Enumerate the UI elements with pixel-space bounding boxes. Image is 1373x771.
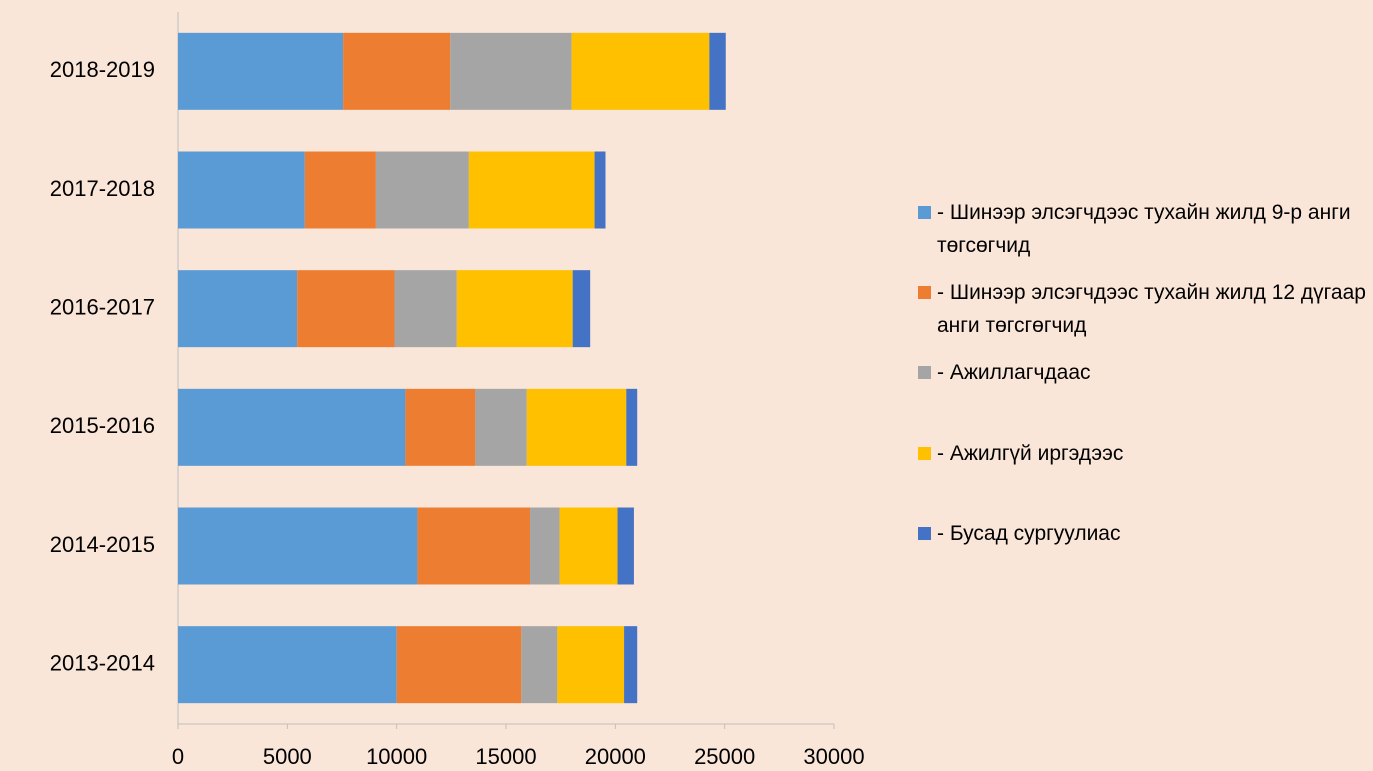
- bar-segment: [417, 507, 531, 585]
- legend-swatch: [918, 366, 931, 379]
- bar-segment: [468, 151, 595, 229]
- bar-segment: [375, 151, 469, 229]
- bar-segment: [456, 270, 573, 348]
- x-tick-label: 10000: [366, 744, 427, 769]
- legend-swatch: [918, 447, 931, 460]
- bar-segment: [178, 388, 406, 466]
- bar-segment: [396, 626, 522, 704]
- bar-segment: [394, 270, 457, 348]
- bar-segment: [405, 388, 476, 466]
- x-tick-label: 20000: [585, 744, 646, 769]
- bar-segment: [297, 270, 395, 348]
- y-tick-label: 2015-2016: [50, 413, 155, 438]
- bar-segment: [304, 151, 376, 229]
- bar-segment: [617, 507, 634, 585]
- legend-label: - Шинээр элсэгчдээс тухайн жилд 12 дүгаа…: [937, 281, 1366, 337]
- legend-entry: - Бусад сургуулиас: [918, 517, 1368, 550]
- bar-segment: [709, 32, 726, 110]
- y-tick-label: 2016-2017: [50, 294, 155, 319]
- bar-segment: [571, 32, 710, 110]
- bar-segment: [559, 507, 618, 585]
- bar-segment: [343, 32, 451, 110]
- legend-swatch: [918, 286, 931, 299]
- legend-entry: - Ажиллагчдаас: [918, 356, 1368, 389]
- bar-segment: [178, 32, 344, 110]
- bar-segment: [557, 626, 625, 704]
- bar-segment: [624, 626, 638, 704]
- bar-segment: [521, 626, 558, 704]
- bar-segment: [526, 388, 627, 466]
- x-tick-label: 15000: [475, 744, 536, 769]
- bar-segment: [178, 270, 298, 348]
- bar-segment: [475, 388, 527, 466]
- bar-segment: [530, 507, 560, 585]
- x-tick-label: 0: [172, 744, 184, 769]
- legend-entry: - Шинээр элсэгчдээс тухайн жилд 12 дүгаа…: [918, 276, 1368, 342]
- y-tick-label: 2018-2019: [50, 57, 155, 82]
- x-tick-label: 25000: [694, 744, 755, 769]
- legend-label: - Ажилгүй иргэдээс: [937, 442, 1124, 465]
- legend-swatch: [918, 206, 931, 219]
- y-tick-label: 2014-2015: [50, 532, 155, 557]
- bar-segment: [178, 507, 418, 585]
- bar-segment: [594, 151, 606, 229]
- bar-segment: [178, 151, 305, 229]
- legend-label: - Шинээр элсэгчдээс тухайн жилд 9-р анги…: [937, 201, 1351, 257]
- legend-swatch: [918, 527, 931, 540]
- legend-entry: - Ажилгүй иргэдээс: [918, 437, 1368, 470]
- bar-segment: [178, 626, 397, 704]
- legend-entry: - Шинээр элсэгчдээс тухайн жилд 9-р анги…: [918, 196, 1368, 262]
- bar-segment: [450, 32, 572, 110]
- x-tick-label: 30000: [803, 744, 864, 769]
- bar-segment: [626, 388, 638, 466]
- legend-label: - Бусад сургуулиас: [937, 522, 1121, 545]
- legend-label: - Ажиллагчдаас: [937, 361, 1091, 384]
- y-tick-label: 2017-2018: [50, 176, 155, 201]
- bar-segment: [572, 270, 591, 348]
- x-tick-label: 5000: [263, 744, 312, 769]
- y-tick-label: 2013-2014: [50, 650, 155, 675]
